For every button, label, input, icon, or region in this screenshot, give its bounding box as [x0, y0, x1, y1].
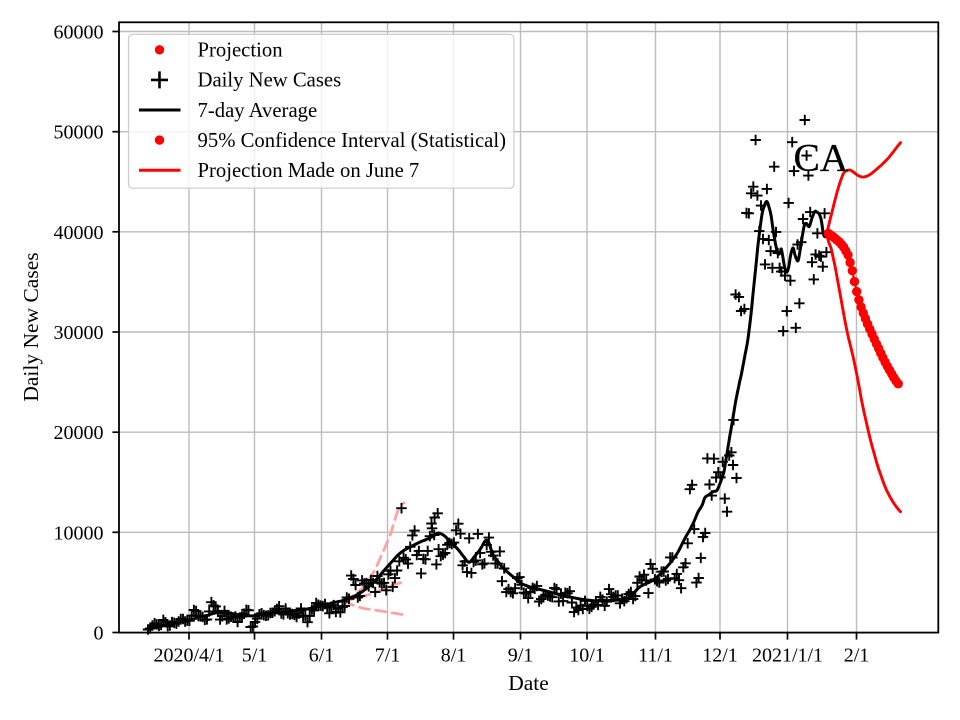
svg-text:CA: CA [794, 136, 849, 180]
svg-text:0: 0 [94, 623, 104, 645]
svg-text:6/1: 6/1 [309, 645, 335, 667]
svg-text:95% Confidence Interval (Stati: 95% Confidence Interval (Statistical) [198, 130, 506, 152]
svg-text:Date: Date [508, 671, 549, 695]
svg-text:10/1: 10/1 [569, 645, 605, 667]
svg-text:10000: 10000 [54, 522, 104, 544]
svg-text:60000: 60000 [54, 22, 104, 44]
svg-text:Projection: Projection [198, 40, 284, 62]
svg-text:40000: 40000 [54, 222, 104, 244]
svg-text:Daily New Cases: Daily New Cases [198, 70, 342, 92]
svg-text:7/1: 7/1 [375, 645, 401, 667]
svg-text:5/1: 5/1 [242, 645, 268, 667]
svg-text:50000: 50000 [54, 122, 104, 144]
svg-text:2/1: 2/1 [844, 645, 870, 667]
svg-text:2021/1/1: 2021/1/1 [752, 645, 823, 667]
svg-text:12/1: 12/1 [702, 645, 738, 667]
svg-text:8/1: 8/1 [441, 645, 467, 667]
svg-text:9/1: 9/1 [508, 645, 534, 667]
svg-text:Daily New Cases: Daily New Cases [19, 252, 43, 401]
svg-text:7-day Average: 7-day Average [198, 100, 318, 122]
svg-text:Projection Made on June 7: Projection Made on June 7 [198, 160, 420, 182]
svg-text:20000: 20000 [54, 422, 104, 444]
svg-text:11/1: 11/1 [638, 645, 673, 667]
svg-text:30000: 30000 [54, 322, 104, 344]
svg-text:2020/4/1: 2020/4/1 [153, 645, 224, 667]
